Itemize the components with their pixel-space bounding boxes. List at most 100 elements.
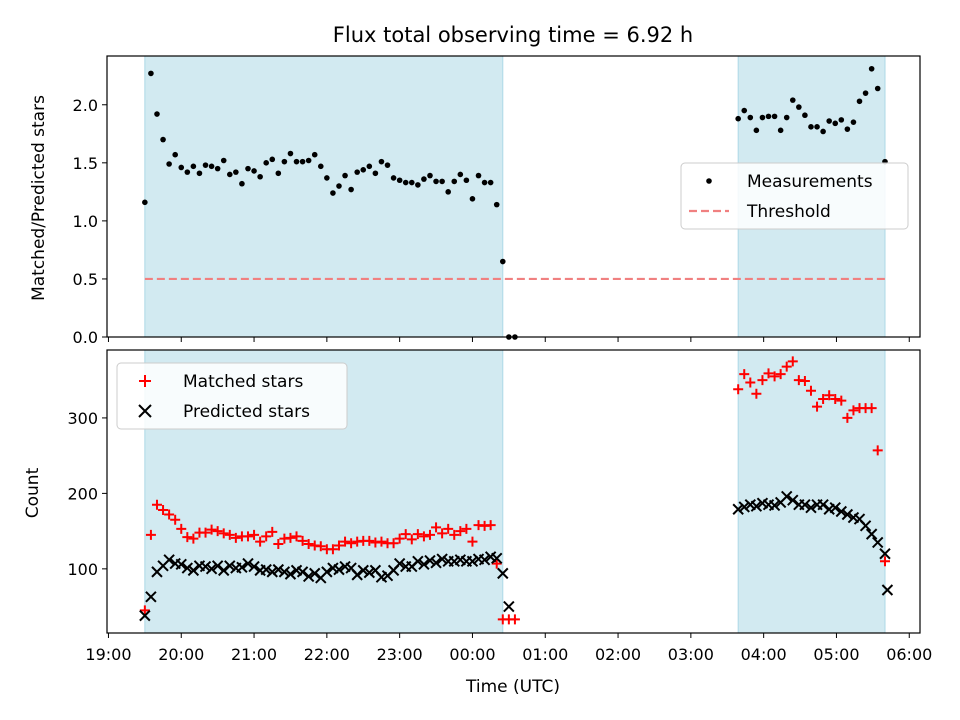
data-point (305, 157, 312, 164)
data-point (838, 117, 845, 123)
data-point (205, 563, 218, 575)
data-point (733, 384, 744, 395)
series-measurements (142, 65, 888, 340)
data-point (145, 529, 156, 540)
data-point (781, 490, 793, 503)
data-point (396, 177, 403, 184)
data-point (224, 529, 235, 540)
x-tick-label: 03:00 (668, 645, 714, 664)
data-point (469, 196, 476, 202)
legend-label: Threshold (746, 202, 831, 222)
data-point (872, 445, 883, 456)
data-point (481, 179, 488, 186)
data-point (799, 375, 810, 386)
data-point (188, 533, 199, 544)
data-point (763, 368, 774, 379)
x-tick-label: 06:00 (886, 645, 932, 664)
data-point (424, 529, 435, 540)
data-point (311, 151, 318, 158)
data-point (881, 584, 894, 596)
data-point (390, 175, 397, 181)
data-point (491, 552, 503, 564)
y-axis-label-ratio: Matched/Predicted stars (29, 95, 49, 301)
data-point (163, 554, 175, 566)
data-point (445, 189, 451, 195)
data-point (491, 558, 502, 569)
legend-marker (138, 404, 152, 418)
data-point (200, 527, 211, 538)
data-point (299, 158, 306, 165)
data-point (378, 158, 385, 165)
data-point (340, 536, 351, 547)
data-point (139, 605, 150, 616)
data-point (805, 502, 817, 514)
data-point (841, 508, 854, 521)
data-point (499, 258, 506, 265)
data-point (868, 65, 875, 72)
legend-box (680, 162, 909, 230)
panel-ratio: 0.0 0.5 1.0 1.5 2.0 (73, 55, 921, 347)
data-point (739, 369, 750, 380)
data-point (859, 520, 872, 532)
data-point (230, 532, 241, 543)
data-point (190, 163, 197, 170)
data-point (475, 172, 482, 179)
x-tick-label: 00:00 (449, 645, 495, 664)
data-point (172, 151, 178, 158)
data-point (218, 528, 229, 539)
data-point (315, 541, 326, 552)
data-point (236, 561, 248, 574)
data-point (406, 534, 417, 545)
data-point (818, 394, 829, 405)
data-point (281, 158, 288, 165)
data-point (487, 179, 494, 186)
data-point (309, 567, 321, 580)
data-point (400, 529, 411, 540)
data-point (418, 558, 430, 571)
x-tick-label: 19:00 (85, 645, 131, 664)
data-point (212, 526, 223, 537)
series-predicted-stars (139, 490, 894, 622)
observing-window-ratio-0 (144, 55, 504, 338)
data-point (293, 158, 300, 165)
data-point (769, 371, 780, 382)
data-point (302, 570, 315, 583)
data-point (273, 538, 284, 549)
data-point (750, 500, 763, 512)
data-point (467, 536, 478, 547)
data-point (808, 124, 814, 130)
data-point (862, 90, 869, 96)
data-point (224, 560, 236, 572)
data-point (261, 531, 272, 542)
data-point (148, 70, 154, 77)
data-point (787, 494, 799, 506)
data-point (139, 609, 151, 622)
data-point (836, 395, 847, 406)
plot-frame-count (106, 349, 921, 634)
plot-frame-ratio (106, 55, 921, 338)
data-point (176, 523, 187, 534)
legend-marker (139, 375, 151, 387)
y-tick-label-ratio: 2.0 (73, 96, 98, 115)
data-point (348, 186, 354, 193)
data-point (187, 564, 200, 577)
data-point (805, 385, 816, 396)
y-axis-label-count: Count (23, 467, 43, 518)
data-point (412, 555, 424, 568)
data-point (850, 119, 857, 125)
legend-count: Matched stars Predicted stars (116, 362, 348, 430)
x-axis-label: Time (UTC) (465, 677, 560, 697)
data-point (388, 538, 399, 549)
data-point (248, 560, 260, 573)
data-point (830, 394, 841, 405)
data-point (151, 499, 162, 510)
data-point (771, 113, 778, 120)
data-point (856, 98, 863, 105)
data-point (509, 614, 520, 625)
data-point (336, 183, 342, 189)
data-point (415, 182, 421, 188)
data-point (346, 538, 357, 549)
data-point (182, 532, 193, 543)
data-point (424, 554, 436, 567)
legend-box (116, 362, 348, 430)
